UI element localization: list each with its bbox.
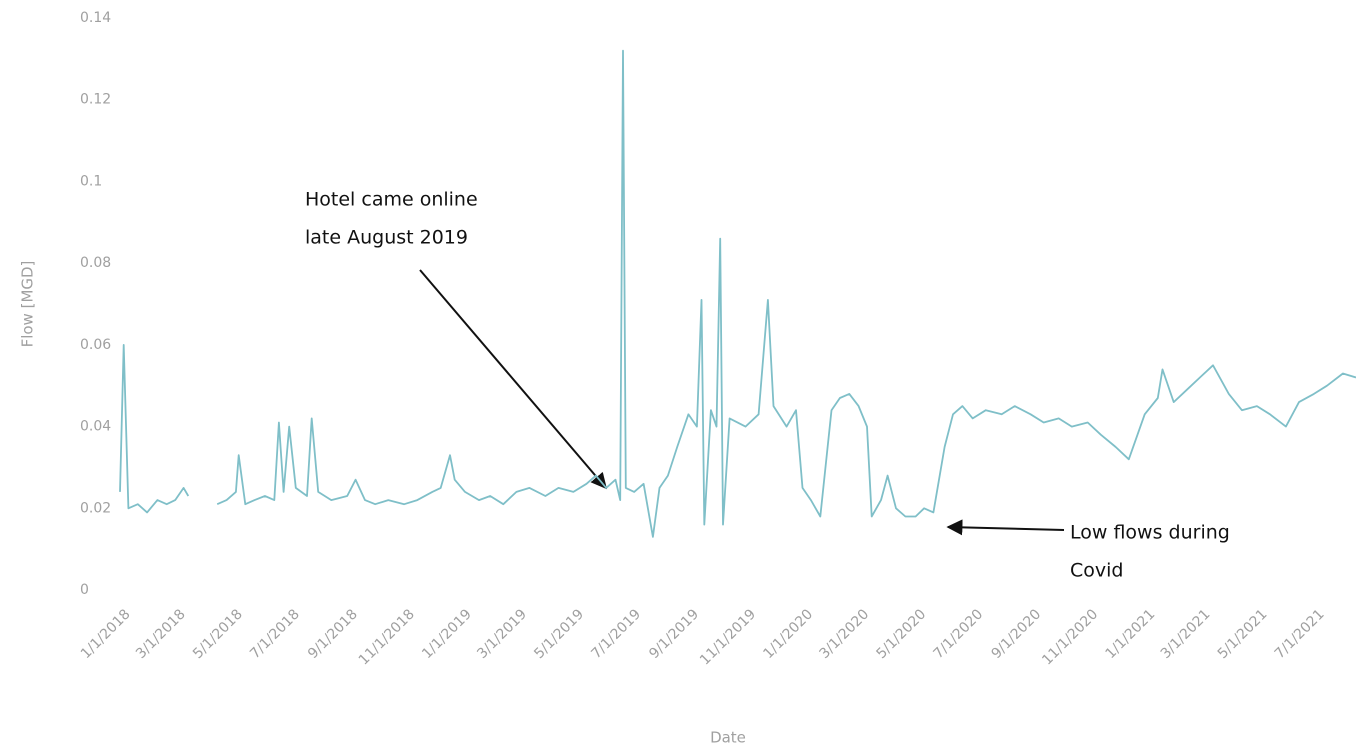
x-tick-label: 1/1/2019	[419, 606, 475, 662]
x-tick-label: 9/1/2018	[305, 606, 361, 662]
x-tick-label: 1/1/2021	[1103, 606, 1159, 662]
x-tick-label: 5/1/2020	[874, 606, 930, 662]
y-tick-label: 0	[80, 582, 89, 598]
y-tick-label: 0.06	[80, 337, 111, 353]
annotation: Covid	[1070, 560, 1123, 582]
annotation: Low flows during	[1070, 522, 1230, 544]
x-tick-label: 1/1/2020	[760, 606, 816, 662]
x-tick-label: 11/1/2018	[356, 606, 418, 668]
y-tick-label: 0.04	[80, 419, 111, 435]
y-tick-label: 0.02	[80, 500, 111, 516]
x-tick-label: 1/1/2018	[78, 606, 134, 662]
x-tick-label: 3/1/2019	[474, 606, 530, 662]
annotation: late August 2019	[305, 227, 468, 249]
x-tick-label: 11/1/2020	[1039, 606, 1101, 668]
x-tick-label: 11/1/2019	[697, 606, 759, 668]
x-tick-label: 5/1/2018	[190, 606, 246, 662]
x-tick-label: 3/1/2018	[133, 606, 189, 662]
annotation: Hotel came online	[305, 189, 478, 211]
y-tick-label: 0.14	[80, 10, 111, 26]
x-tick-label: 3/1/2020	[816, 606, 872, 662]
x-tick-label: 9/1/2019	[646, 606, 702, 662]
y-tick-label: 0.08	[80, 255, 111, 271]
x-tick-label: 5/1/2019	[531, 606, 587, 662]
x-axis-title: Date	[710, 729, 746, 747]
y-tick-label: 0.1	[80, 173, 102, 189]
annotation-arrow	[946, 519, 1065, 536]
x-tick-label: 5/1/2021	[1215, 606, 1271, 662]
y-axis-title: Flow [MGD]	[19, 261, 37, 348]
y-tick-label: 0.12	[80, 92, 111, 108]
x-tick-label: 7/1/2018	[247, 606, 303, 662]
annotation-arrow	[419, 269, 608, 490]
x-tick-label: 7/1/2020	[931, 606, 987, 662]
flow-line	[119, 49, 1356, 538]
x-tick-label: 7/1/2021	[1272, 606, 1328, 662]
x-tick-label: 3/1/2021	[1158, 606, 1214, 662]
x-tick-label: 9/1/2020	[989, 606, 1045, 662]
x-tick-label: 7/1/2019	[588, 606, 644, 662]
